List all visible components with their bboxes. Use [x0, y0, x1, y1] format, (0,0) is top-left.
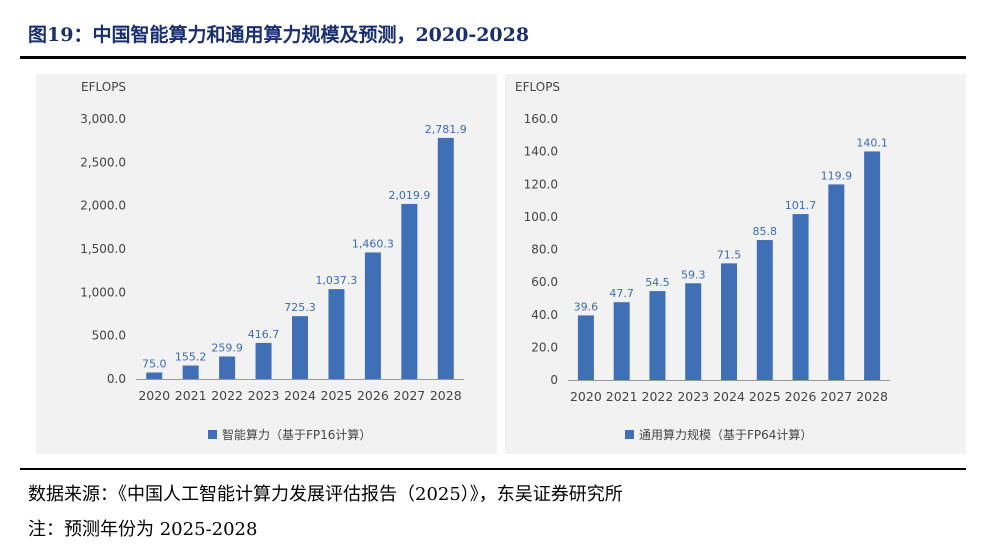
- y-tick-label: 140.0: [524, 145, 558, 159]
- y-tick-label: 0.0: [107, 372, 126, 386]
- bar: [292, 316, 308, 379]
- data-label: 47.7: [609, 287, 634, 300]
- x-tick-label: 2025: [749, 389, 781, 404]
- legend-swatch: [625, 430, 634, 439]
- bar: [792, 214, 809, 380]
- y-tick-label: 20.0: [531, 340, 558, 354]
- legend-label: 通用算力规模（基于FP64计算）: [639, 427, 812, 442]
- x-tick-label: 2024: [713, 389, 745, 404]
- x-tick-label: 2028: [856, 389, 888, 404]
- data-label: 39.6: [574, 300, 599, 313]
- data-label: 85.8: [753, 225, 778, 238]
- x-tick-label: 2026: [785, 389, 817, 404]
- data-label: 101.7: [785, 199, 817, 212]
- data-label: 140.1: [856, 136, 888, 149]
- x-tick-label: 2026: [357, 388, 389, 403]
- bar: [685, 283, 702, 380]
- legend-swatch: [208, 430, 217, 439]
- x-tick-label: 2025: [321, 388, 353, 403]
- x-tick-label: 2021: [606, 389, 638, 404]
- bar: [613, 302, 630, 380]
- data-label: 71.5: [717, 248, 742, 261]
- x-tick-label: 2021: [175, 388, 207, 403]
- y-unit-label: EFLOPS: [515, 80, 560, 94]
- data-label: 54.5: [645, 276, 670, 289]
- note-text: 注：预测年份为 2025-2028: [28, 519, 258, 540]
- y-tick-label: 120.0: [524, 177, 558, 191]
- bar: [577, 315, 594, 380]
- source-text: 数据来源：《中国人工智能计算力发展评估报告（2025）》，东吴证券研究所: [28, 484, 623, 505]
- y-tick-label: 1,500.0: [80, 242, 126, 256]
- chart-panel-general-compute: EFLOPS 0 20.0 40.0 60.0 80.0 100.0 120.0 140.0 16…: [505, 74, 966, 454]
- data-label: 75.0: [142, 358, 167, 371]
- x-tick-label: 2022: [642, 389, 674, 404]
- bar: [828, 184, 845, 380]
- y-tick-label: 40.0: [531, 308, 558, 322]
- data-label: 725.3: [284, 301, 316, 314]
- y-tick-label: 2,500.0: [80, 155, 126, 169]
- ai-compute-bar-chart: EFLOPS 0.0 500.0 1,000.0 1,500.0 2,000.0 2,500…: [80, 80, 467, 442]
- bar: [364, 252, 381, 379]
- x-tick-label: 2020: [138, 388, 170, 403]
- data-label: 416.7: [248, 328, 280, 341]
- y-unit-label: EFLOPS: [81, 80, 126, 94]
- bar: [255, 342, 272, 379]
- data-label: 2,781.9: [425, 123, 467, 136]
- bar: [437, 137, 454, 379]
- y-tick-label: 500.0: [92, 329, 126, 343]
- y-tick-label: 100.0: [524, 210, 558, 224]
- general-compute-bar-chart: EFLOPS 0 20.0 40.0 60.0 80.0 100.0 120.0 140.0 16…: [515, 80, 890, 442]
- y-tick-label: 1,000.0: [80, 285, 126, 299]
- x-tick-label: 2028: [430, 388, 462, 403]
- y-tick-label: 60.0: [531, 275, 558, 289]
- bar: [219, 356, 236, 379]
- x-tick-label: 2027: [820, 389, 852, 404]
- y-tick-label: 0: [550, 373, 558, 387]
- data-label: 259.9: [211, 341, 243, 354]
- bar: [182, 365, 199, 379]
- bar: [328, 289, 345, 379]
- bottom-rule: [20, 468, 966, 470]
- data-label: 155.2: [175, 351, 207, 364]
- bar: [401, 203, 418, 379]
- data-label: 1,037.3: [315, 274, 357, 287]
- y-tick-label: 160.0: [524, 112, 558, 126]
- legend-label: 智能算力（基于FP16计算）: [222, 427, 371, 442]
- x-tick-label: 2023: [248, 388, 280, 403]
- data-label: 59.3: [681, 268, 706, 281]
- x-tick-label: 2022: [211, 388, 243, 403]
- x-tick-label: 2027: [393, 388, 425, 403]
- x-tick-label: 2020: [570, 389, 602, 404]
- data-label: 1,460.3: [352, 237, 394, 250]
- top-rule: [20, 56, 966, 59]
- bar: [721, 263, 737, 380]
- y-tick-label: 80.0: [531, 243, 558, 257]
- y-tick-label: 3,000.0: [80, 112, 126, 126]
- data-label: 2,019.9: [388, 189, 430, 202]
- bar: [756, 240, 773, 380]
- y-tick-label: 2,000.0: [80, 199, 126, 213]
- bar: [864, 151, 881, 380]
- bar: [146, 372, 163, 379]
- x-tick-label: 2024: [284, 388, 316, 403]
- figure-title: 图19：中国智能算力和通用算力规模及预测，2020-2028: [28, 24, 530, 46]
- data-label: 119.9: [821, 169, 853, 182]
- chart-panel-ai-compute: EFLOPS 0.0 500.0 1,000.0 1,500.0 2,000.0 2,500…: [36, 74, 497, 454]
- bar: [649, 291, 666, 380]
- x-tick-label: 2023: [677, 389, 709, 404]
